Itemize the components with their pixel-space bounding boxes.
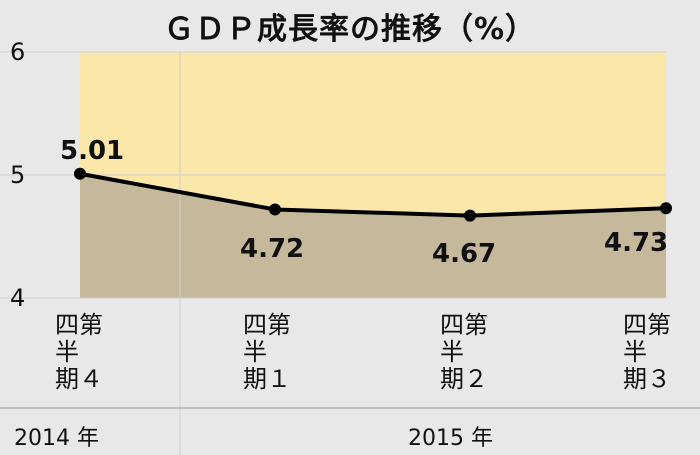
x-category-label: 四第 半 期２ [440,311,488,393]
data-point [74,167,86,180]
area-fill [80,173,666,298]
year-label: 2015 年 [408,426,493,451]
data-point [660,202,672,215]
data-label: 4.73 [604,228,669,258]
data-label: 5.01 [60,136,125,166]
x-category-label: 四第 半 期３ [623,311,671,393]
year-label: 2014 年 [14,426,99,451]
y-tick-label: 6 [10,38,26,66]
x-category-label: 四第 半 期４ [55,311,103,393]
data-point [269,203,281,216]
y-tick-label: 4 [10,284,26,312]
chart-title: ＧＤＰ成長率の推移（%） [163,12,537,47]
x-category-label: 四第 半 期１ [243,311,291,393]
y-tick-label: 5 [10,161,26,189]
series-line [79,171,667,218]
data-label: 4.72 [240,234,305,264]
data-point [464,209,476,222]
data-label: 4.67 [432,239,497,269]
